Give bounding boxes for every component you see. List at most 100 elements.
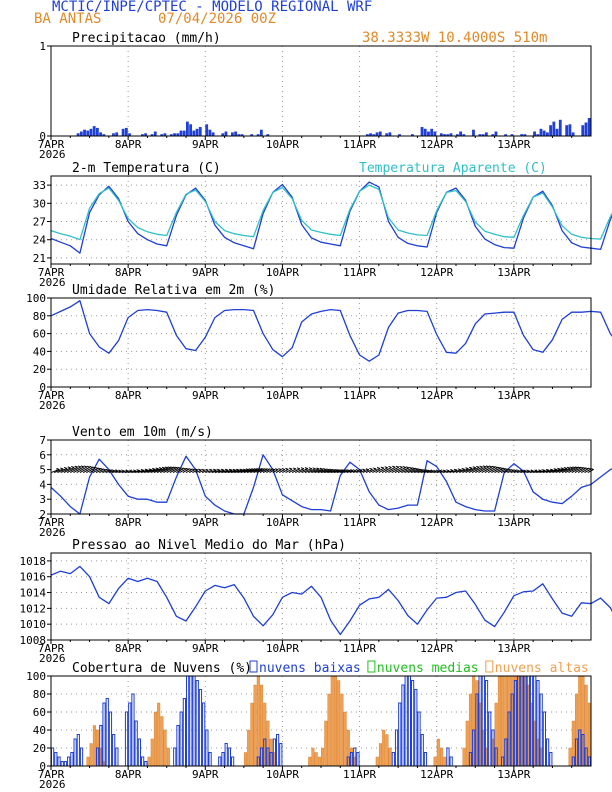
wind-barb-head: [422, 469, 426, 472]
wind-barb: [124, 470, 133, 474]
wind-barb: [156, 467, 169, 474]
cloud-bar-low: [134, 720, 138, 767]
wind-barb-head: [546, 468, 550, 471]
wind-xtick-label: 11APR: [343, 516, 376, 529]
wind-barb-head: [221, 468, 225, 471]
wind-barb: [462, 467, 473, 474]
precip-bar: [523, 134, 527, 136]
wind-barb-head: [129, 469, 133, 472]
legend-apparent-temp: Temperatura Aparente (C): [359, 161, 547, 176]
wind-barb-head: [469, 466, 473, 469]
wind-barb-head: [300, 467, 305, 470]
rh-ytick-label: 40: [33, 345, 46, 358]
wind-barb: [201, 469, 209, 474]
wind-barb-head: [100, 467, 104, 470]
precip-bar: [99, 132, 103, 136]
precip-bar: [141, 134, 144, 136]
precip-bar: [79, 131, 83, 136]
cloud-bar-high: [250, 702, 254, 767]
precip-bar: [510, 134, 514, 136]
wind-barb: [82, 467, 93, 474]
wind-ytick-label: 5: [39, 464, 46, 477]
wind-barb: [436, 470, 443, 474]
wind-barb-head: [344, 469, 348, 472]
wind-ytick-label: 7: [39, 434, 46, 447]
temp-ytick-label: 24: [33, 234, 47, 247]
cloud-bar-high: [163, 729, 167, 767]
wind-barb: [54, 468, 64, 474]
wind-barb-head: [337, 469, 341, 472]
wind-barb-head: [384, 466, 388, 469]
cloud-bar-high: [388, 747, 392, 767]
wind-barb: [552, 468, 564, 474]
cloud-bar-high: [256, 675, 260, 767]
wind-barb: [561, 467, 573, 474]
precip-bar: [398, 134, 401, 136]
wind-barb-head: [388, 465, 392, 468]
wind-barb-head: [557, 467, 561, 470]
wind-ytick-label: 6: [39, 449, 46, 462]
temp-xtick-label: 13APR: [497, 266, 530, 279]
wind-barb: [128, 470, 137, 474]
precip-bar: [420, 127, 424, 136]
wind-barb-head: [180, 467, 184, 470]
precip-bar: [176, 133, 180, 136]
precip-bar: [237, 134, 241, 136]
temp-ytick-label: 27: [33, 216, 46, 229]
wind-barb-head: [405, 466, 410, 469]
cloud-bar-high: [385, 734, 389, 767]
wind-barb: [423, 470, 431, 474]
wind-barb-head: [476, 465, 480, 468]
mslp-xtick-label: 8APR: [115, 642, 142, 655]
wind-barb: [346, 470, 354, 474]
rh-xtick-label: 7APR: [38, 389, 65, 402]
precip-bar: [533, 131, 536, 136]
cloud-bar-high: [382, 729, 386, 767]
wind-barb: [349, 470, 356, 474]
precip-bar: [372, 134, 376, 136]
cloud-bar-low: [208, 752, 212, 767]
wind-barb-head: [118, 469, 122, 472]
precip-bar: [86, 130, 90, 136]
wind-barb: [504, 469, 512, 474]
wind-barb-head: [502, 467, 506, 470]
wind-barb: [439, 470, 447, 474]
wind-barb-head: [427, 469, 431, 472]
cloud-bar-high: [340, 693, 344, 767]
cloud-bar-high: [321, 747, 325, 767]
wind-barb-head: [281, 468, 285, 471]
wind-barb-head: [177, 466, 182, 469]
precip-bar: [584, 122, 588, 136]
clouds-xtick-label: 7APR: [38, 768, 65, 781]
precip-bar: [153, 131, 157, 136]
wind-barb-head: [519, 469, 524, 472]
precip-ytick-label: 0: [39, 130, 46, 143]
cloud-bar-high: [378, 743, 382, 767]
cloud-bar-high: [568, 747, 572, 767]
wind-barb: [179, 468, 187, 473]
precip-bar: [558, 119, 562, 136]
wind-barb-head: [71, 465, 75, 468]
wind-barb: [452, 469, 461, 474]
wind-barb-head: [569, 466, 573, 469]
wind-barb: [536, 470, 546, 474]
wind-barb-head: [566, 466, 571, 469]
cloud-bar-low: [221, 752, 225, 767]
wind-barb-head: [347, 469, 351, 472]
precip-bar: [478, 134, 482, 136]
legend-label: nuvens altas: [495, 661, 589, 676]
rh-panel: 0 20 40 60 80 100 7APR 8APR 9APR 10APR 11APR 12APR 1…: [26, 283, 612, 412]
precip-bar: [192, 130, 196, 136]
wind-barb: [262, 469, 270, 474]
precip-bar: [224, 131, 228, 136]
wind-barb-head: [105, 468, 109, 471]
wind-barb-head: [339, 469, 343, 472]
precip-bar: [443, 134, 446, 136]
wind-barb: [266, 469, 273, 474]
wind-barb: [401, 467, 413, 474]
precip-bar: [491, 134, 495, 136]
wind-barb-head: [201, 468, 205, 471]
temp-series-1-line: [50, 181, 612, 254]
precip-bar: [205, 124, 209, 136]
cloud-bar-high: [343, 711, 347, 767]
